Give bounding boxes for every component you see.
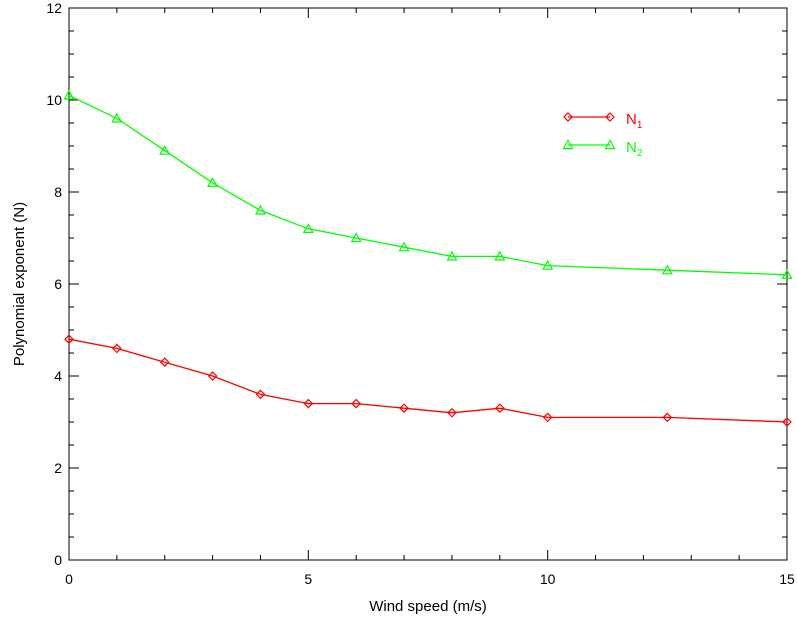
series-layer [63,89,793,427]
data-point-diamond [351,398,362,409]
data-point-diamond [303,398,314,409]
data-point-triangle [562,139,574,150]
data-point-diamond [112,343,122,354]
y-tick-label: 6 [54,276,62,292]
data-point-triangle [302,223,314,233]
data-point-diamond [64,334,74,345]
data-point-triangle [159,144,171,155]
series-n1 [64,334,792,427]
data-point-diamond [782,417,792,427]
data-point-triangle [781,269,793,279]
data-point-triangle [446,250,458,261]
data-point-diamond [494,403,505,414]
legend-label-main: N [626,111,637,128]
x-tick-label: 15 [779,571,795,587]
x-axis-title: Wind speed (m/s) [369,598,487,615]
legend-label-main: N [626,139,637,156]
y-tick-label: 4 [54,368,62,384]
series-line [68,338,788,423]
data-point-triangle [207,177,219,187]
y-axis-title: Polynomial exponent (N) [11,202,28,366]
plot-frame [68,7,788,561]
data-point-triangle [494,250,506,261]
data-point-triangle [63,89,75,100]
legend-label-subscript: 1 [637,120,643,131]
legend-entry-n2: N2 [562,139,643,159]
data-point-diamond [447,407,457,418]
data-point-triangle [111,112,123,123]
y-tick-label: 2 [54,460,62,476]
series-line [68,94,788,276]
data-point-diamond [563,112,573,122]
data-point-diamond [605,112,615,122]
series-n2 [63,89,793,279]
y-tick-label: 12 [46,0,62,16]
data-point-triangle [604,139,616,150]
data-point-diamond [542,412,553,423]
legend-label-subscript: 2 [637,148,643,159]
data-point-triangle [398,241,410,252]
data-point-triangle [542,259,554,270]
data-point-diamond [159,357,170,368]
legend-label: N2 [626,139,643,159]
data-point-diamond [399,403,409,414]
data-point-diamond [255,389,266,400]
y-tick-label: 10 [46,92,62,108]
data-point-triangle [350,232,362,243]
x-tick-label: 10 [540,571,556,587]
y-tick-label: 8 [54,184,62,200]
legend-entry-n1: N1 [563,111,643,131]
data-point-diamond [207,371,218,381]
data-point-triangle [254,204,266,215]
legend-label: N1 [626,111,643,131]
x-tick-label: 5 [304,571,312,587]
x-tick-label: 0 [65,571,73,587]
data-point-diamond [662,412,673,423]
y-tick-label: 0 [54,552,62,568]
data-point-triangle [661,264,673,275]
